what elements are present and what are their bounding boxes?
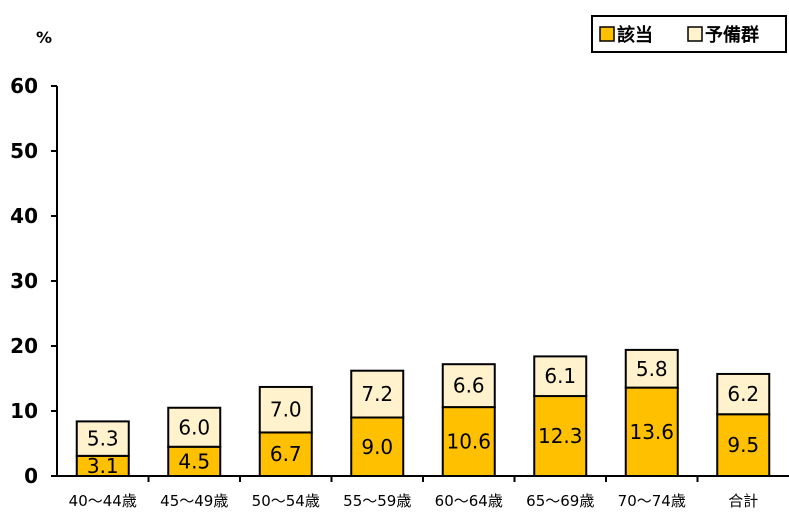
bar-gaito [533,395,588,477]
bar-yobigun [533,355,588,398]
y-tick-label: 50 [10,139,38,163]
data-label: 7.0 [270,398,302,422]
y-tick-label: 0 [24,464,38,488]
x-category-label: 合計 [728,492,758,510]
x-category-label: 50～54歳 [252,492,320,510]
data-label: 10.6 [446,430,491,454]
x-category-label: 40～44歳 [69,492,137,510]
legend-swatch-0 [599,26,615,42]
data-label: 9.5 [727,433,759,457]
bar-yobigun [75,420,130,457]
x-category-label: 70～74歳 [618,492,686,510]
bar-yobigun [350,369,405,419]
legend: 該当 予備群 [591,15,787,53]
data-label: 5.3 [87,427,119,451]
data-label: 12.3 [538,424,583,448]
bar-yobigun [258,385,313,434]
x-category-label: 55～59歳 [343,492,411,510]
legend-swatch-1 [687,26,703,42]
y-tick-label: 60 [10,74,38,98]
y-unit-label: % [36,28,52,47]
x-category-label: 45～49歳 [160,492,228,510]
data-label: 7.2 [361,382,393,406]
data-label: 4.5 [178,449,210,473]
data-label: 6.0 [178,415,210,439]
bar-gaito [258,431,313,478]
bar-gaito [716,413,771,477]
x-category-label: 65～69歳 [526,492,594,510]
y-tick-label: 10 [10,399,38,423]
y-tick-label: 30 [10,269,38,293]
data-label: 9.0 [361,435,393,459]
y-axis: 0 10 20 30 40 50 60 [10,74,58,488]
data-label: 13.6 [629,420,674,444]
x-category-label: 60～64歳 [435,492,503,510]
bar-yobigun [167,406,222,448]
bar-gaito [167,445,222,477]
data-label: 6.1 [544,364,576,388]
y-tick-label: 20 [10,334,38,358]
bar-yobigun [624,348,679,389]
data-label: 6.7 [270,442,302,466]
y-tick-label: 40 [10,204,38,228]
legend-label-1: 予備群 [705,24,759,46]
bar-yobigun [716,372,771,416]
legend-label-0: 該当 [617,24,653,46]
data-label: 5.8 [636,357,668,381]
data-label: 3.1 [87,454,119,478]
bars: 3.1 5.3 4.5 6.0 6.7 7.0 9.0 7.2 10.6 6.6 12.3 6.1 13… [75,348,771,478]
bar-gaito [624,386,679,478]
bar-yobigun [441,363,496,409]
data-label: 6.2 [727,382,759,406]
x-axis: 40～44歳 45～49歳 50～54歳 55～59歳 60～64歳 65～69歳 70～7… [57,475,789,510]
data-label: 6.6 [453,374,485,398]
